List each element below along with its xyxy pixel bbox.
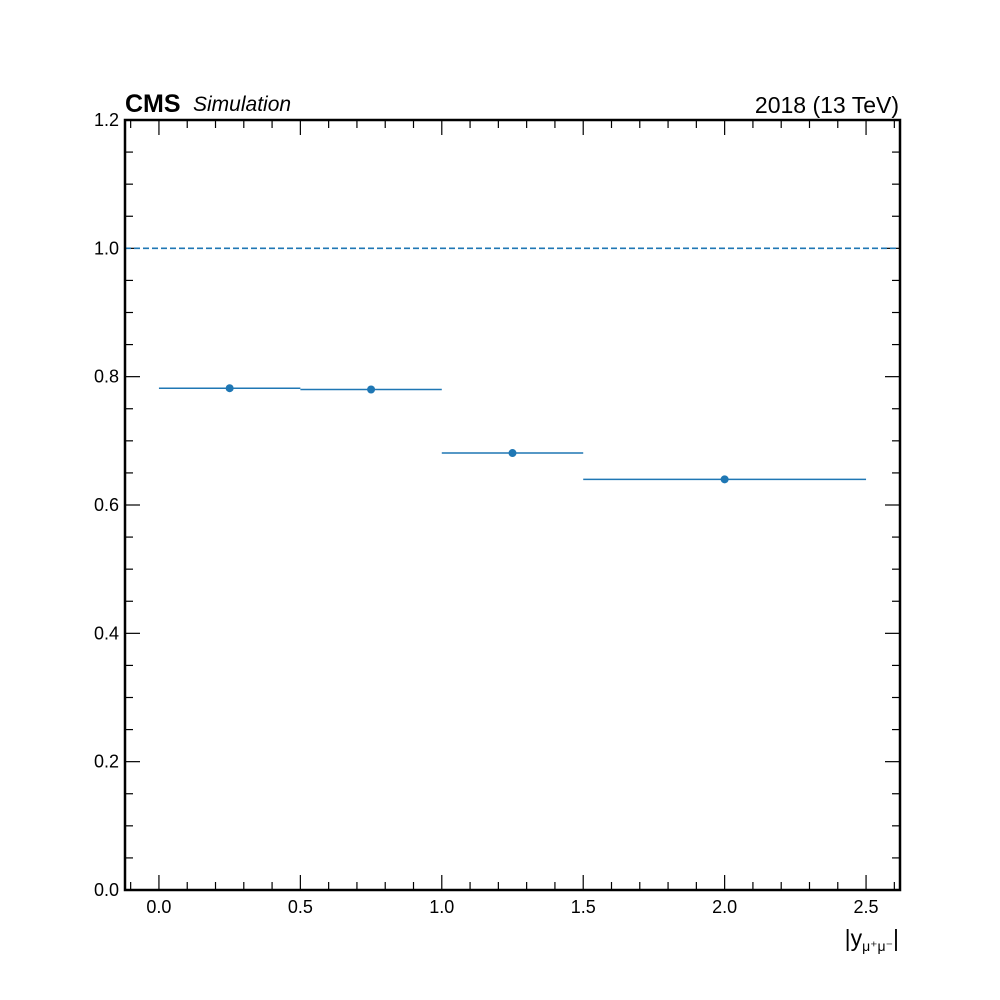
plot-header: CMS Simulation 2018 (13 TeV) xyxy=(125,90,899,118)
x-tick-label: 0.5 xyxy=(288,897,313,917)
lumi-label: 2018 (13 TeV) xyxy=(755,92,899,118)
y-tick-label: 1.2 xyxy=(94,110,119,130)
simulation-label: Simulation xyxy=(193,93,291,116)
cms-label: CMS xyxy=(125,90,181,118)
x-axis-title-main: |y xyxy=(845,925,863,951)
y-tick-label: 1.0 xyxy=(94,238,119,258)
data-point-marker xyxy=(225,384,234,393)
x-axis-title-close: | xyxy=(893,925,899,951)
y-tick-label: 0.6 xyxy=(94,495,119,515)
y-tick-label: 0.8 xyxy=(94,367,119,387)
x-tick-label: 2.0 xyxy=(712,897,737,917)
data-point-marker xyxy=(720,475,729,484)
plot-frame xyxy=(123,118,902,892)
x-axis-title-subscript: μ⁺μ⁻ xyxy=(862,938,893,954)
data-point-marker xyxy=(367,385,376,394)
y-tick-label: 0.2 xyxy=(94,752,119,772)
x-tick-label: 2.5 xyxy=(854,897,879,917)
x-tick-label: 1.5 xyxy=(571,897,596,917)
x-axis-title: |yμ⁺μ⁻| xyxy=(845,925,899,954)
data-marks xyxy=(158,384,867,484)
x-tick-label: 0.0 xyxy=(146,897,171,917)
x-tick-label: 1.0 xyxy=(429,897,454,917)
data-point-marker xyxy=(508,449,517,458)
y-tick-label: 0.4 xyxy=(94,623,119,643)
axis-ticks: 0.0 0.5 1.0 1.5 2.0 2.5 0.0 0.2 0.4 0.6 0.8 1.0 1.2 xyxy=(94,110,900,917)
y-tick-label: 0.0 xyxy=(94,880,119,900)
